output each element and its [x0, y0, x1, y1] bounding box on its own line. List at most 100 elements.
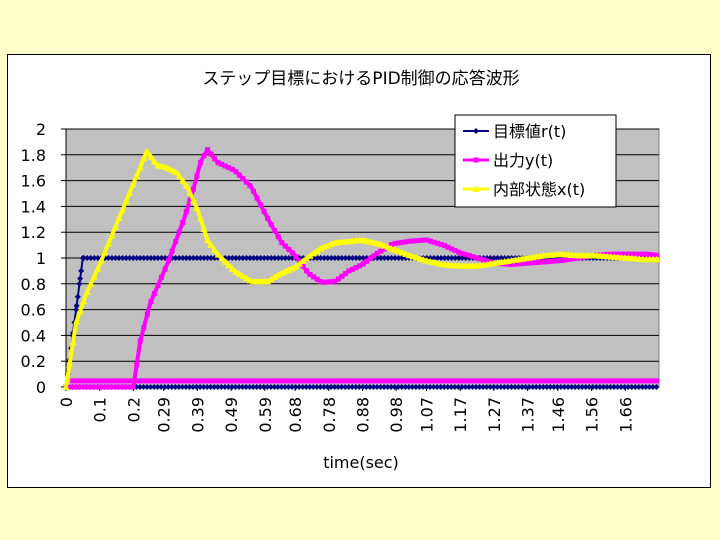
- legend-marker: [473, 157, 479, 163]
- baseline-marker: [360, 378, 366, 384]
- baseline-marker: [98, 378, 104, 384]
- data-point: [76, 307, 84, 315]
- data-point: [235, 270, 243, 277]
- data-point: [278, 269, 286, 277]
- baseline-marker: [561, 378, 567, 384]
- baseline-marker: [225, 384, 232, 390]
- baseline-marker: [547, 378, 553, 384]
- x-tick-label: 0.1: [91, 397, 110, 422]
- baseline-marker: [431, 378, 437, 384]
- data-point: [633, 251, 639, 257]
- baseline-marker: [607, 378, 613, 384]
- baseline-marker: [625, 384, 632, 390]
- data-point: [133, 172, 141, 179]
- data-point: [193, 204, 201, 211]
- baseline-marker: [300, 378, 306, 384]
- data-point: [233, 169, 239, 175]
- x-tick-label: 1.66: [616, 397, 635, 433]
- baseline-marker: [498, 378, 504, 384]
- baseline-marker: [356, 378, 362, 384]
- data-point: [130, 255, 137, 261]
- baseline-marker: [441, 378, 447, 384]
- legend-label: 内部状態x(t): [493, 180, 585, 199]
- baseline-marker: [511, 384, 518, 390]
- data-point: [73, 302, 80, 309]
- baseline-marker: [274, 384, 281, 390]
- baseline-marker: [523, 378, 529, 384]
- data-point: [236, 255, 243, 261]
- data-point: [144, 311, 150, 317]
- data-point: [183, 209, 189, 215]
- baseline-marker: [497, 384, 504, 390]
- data-point: [537, 259, 543, 265]
- data-point: [523, 260, 529, 266]
- baseline-marker: [229, 378, 235, 384]
- data-point: [424, 237, 430, 243]
- baseline-marker: [402, 378, 408, 384]
- baseline-marker: [342, 384, 349, 390]
- baseline-marker: [452, 378, 458, 384]
- baseline-marker: [349, 378, 355, 384]
- data-point: [91, 255, 98, 261]
- data-point: [159, 274, 165, 280]
- data-point: [104, 239, 112, 247]
- baseline-marker: [434, 378, 440, 384]
- data-point: [212, 156, 218, 162]
- baseline-marker: [430, 384, 437, 390]
- baseline-marker: [395, 384, 402, 390]
- baseline-marker: [144, 384, 151, 390]
- legend-marker: [472, 185, 480, 192]
- data-point: [101, 248, 109, 255]
- baseline-marker: [554, 384, 561, 390]
- legend-marker: [473, 128, 479, 134]
- data-point: [275, 255, 282, 261]
- data-point: [154, 255, 161, 261]
- baseline-marker: [240, 378, 246, 384]
- baseline-marker: [374, 378, 380, 384]
- data-point: [176, 229, 182, 235]
- legend-label: 出力y(t): [493, 151, 553, 170]
- baseline-marker: [642, 384, 649, 390]
- data-point: [261, 255, 268, 261]
- baseline-marker: [102, 378, 108, 384]
- data-point: [76, 280, 83, 287]
- data-point: [87, 280, 95, 288]
- baseline-marker: [148, 378, 154, 384]
- data-point: [403, 239, 409, 245]
- baseline-marker: [314, 378, 320, 384]
- data-point: [129, 180, 137, 188]
- data-point: [278, 255, 285, 261]
- data-point: [229, 166, 235, 172]
- baseline-marker: [109, 378, 115, 384]
- data-point: [141, 325, 147, 331]
- data-point: [381, 246, 387, 252]
- data-point: [80, 297, 88, 305]
- data-point: [140, 154, 148, 162]
- baseline-marker: [194, 378, 200, 384]
- baseline-marker: [515, 384, 522, 390]
- data-point: [232, 268, 240, 275]
- data-point: [215, 160, 221, 166]
- baseline-marker: [310, 378, 316, 384]
- data-point: [70, 384, 76, 390]
- data-point: [629, 251, 635, 257]
- data-point: [459, 250, 465, 256]
- baseline-marker: [614, 384, 621, 390]
- baseline-marker: [313, 384, 320, 390]
- baseline-marker: [533, 378, 539, 384]
- data-point: [265, 215, 271, 221]
- x-tick-label: 1.27: [485, 397, 504, 433]
- baseline-marker: [434, 384, 441, 390]
- data-point: [243, 179, 249, 185]
- data-point: [445, 255, 452, 261]
- data-point: [122, 197, 130, 205]
- data-point: [193, 255, 200, 261]
- baseline-marker: [370, 378, 376, 384]
- baseline-marker: [437, 384, 444, 390]
- baseline-marker: [632, 384, 639, 390]
- baseline-marker: [123, 378, 129, 384]
- data-point: [222, 163, 228, 169]
- baseline-marker: [296, 384, 303, 390]
- data-point: [102, 384, 108, 390]
- data-point: [196, 214, 204, 222]
